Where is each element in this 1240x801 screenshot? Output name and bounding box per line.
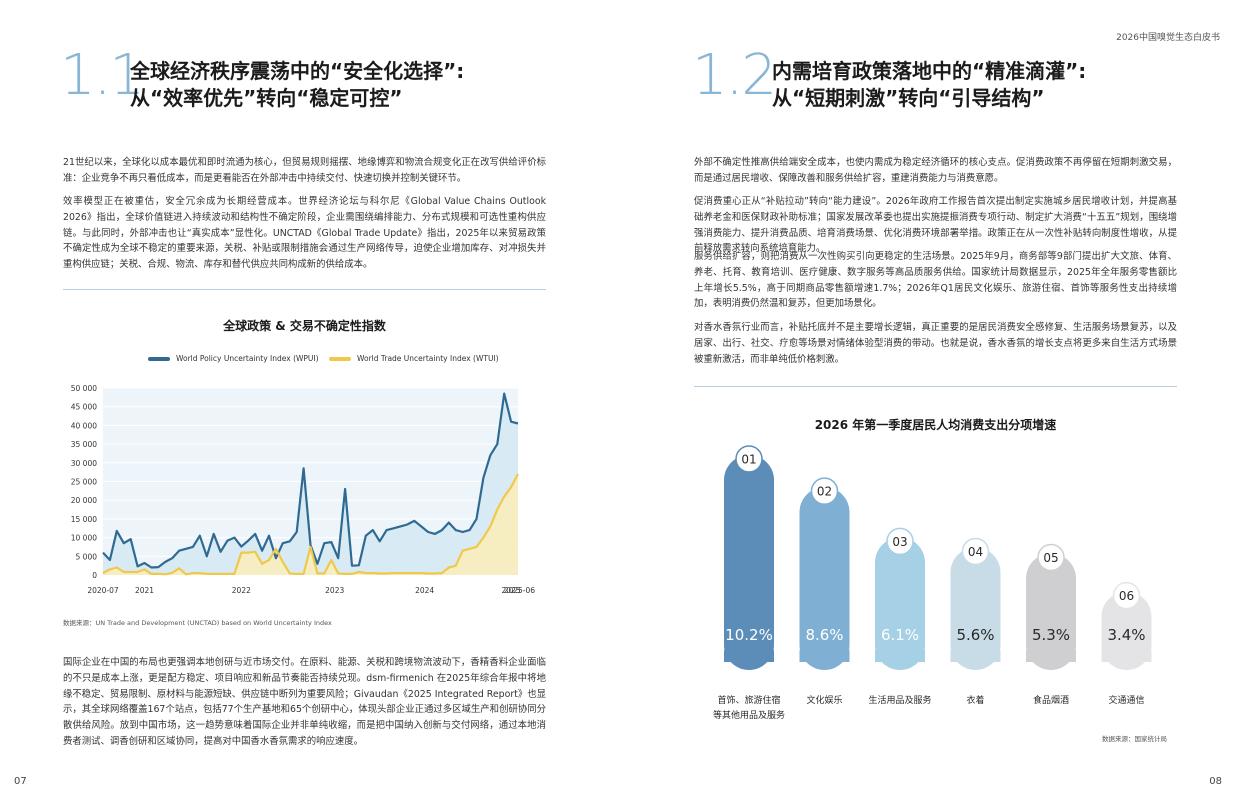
series-line [102, 392, 519, 569]
y-tick-label: 15 000 [71, 515, 97, 524]
category-label: 生活用品及服务 [868, 694, 931, 706]
divider [63, 289, 546, 290]
section-title-line2: 从“短期刺激”转向“引导结构” [772, 86, 1045, 110]
y-tick-label: 25 000 [71, 478, 97, 487]
page-number: 07 [14, 776, 27, 787]
capsule-number: 05 [1043, 551, 1058, 565]
chart-title: 全球政策 & 交易不确定性指数 [223, 319, 386, 333]
body-paragraph: 国际企业在中国的布局也更强调本地创研与近市场交付。在原料、能源、关税和跨境物流波… [63, 657, 546, 747]
capsule-bar [1026, 553, 1076, 670]
capsule-number-badge [1112, 581, 1141, 610]
x-tick-label: 2025-06 [504, 586, 536, 595]
capsule-base [724, 650, 774, 662]
series-area [103, 474, 518, 575]
y-tick-label: 40 000 [71, 421, 97, 430]
capsule-number: 01 [741, 453, 756, 467]
value-label: 8.6% [805, 626, 843, 644]
y-tick-label: 5 000 [76, 552, 98, 561]
value-label: 10.2% [725, 626, 773, 644]
chart-source: 数据来源：国家统计局 [1102, 735, 1167, 743]
y-tick-label: 35 000 [71, 440, 97, 449]
capsule-number: 02 [817, 485, 832, 499]
category-label: 食品烟酒 [1033, 694, 1069, 706]
capsule-base [950, 650, 1001, 662]
right-page: 2026中国嗅觉生态白皮书 1.2 内需培育政策落地中的“精准滴灌”: 从“短期… [620, 0, 1240, 801]
section-title: 内需培育政策落地中的“精准滴灌”: 从“短期刺激”转向“引导结构” [772, 58, 1086, 112]
body-paragraph: 服务供给扩容，则把消费从一次性购买引向更稳定的生活场景。2025年9月，商务部等… [694, 251, 1177, 310]
capsule-number-badge [810, 477, 839, 505]
body-paragraph: 效率模型正在被重估，安全冗余成为长期经营成本。世界经济论坛与科尔尼《Global… [63, 196, 546, 271]
capsule-number-badge [735, 445, 763, 473]
body-paragraph: 促消费重心正从“补贴拉动”转向“能力建设”。2026年政府工作报告首次提出制定实… [694, 196, 1177, 255]
category-label: 文化娱乐 [806, 694, 842, 706]
y-tick-label: 0 [92, 571, 97, 580]
legend-label: World Trade Uncertainty Index (WTUI) [357, 354, 499, 363]
y-tick-label: 45 000 [71, 403, 97, 412]
capsule-bar [950, 547, 1001, 670]
y-tick-label: 10 000 [71, 534, 97, 543]
uncertainty-chart: 0 5 000 10 000 15 000 20 000 25 000 30 000 35 0… [71, 384, 536, 595]
section-title: 全球经济秩序震荡中的“安全化选择”: 从“效率优先”转向“稳定可控” [130, 58, 464, 112]
section-title-line1: 内需培育政策落地中的“精准滴灌”: [772, 59, 1087, 83]
capsule-number: 03 [892, 535, 907, 549]
y-tick-label: 20 000 [71, 496, 97, 505]
chart-source: 数据来源：UN Trade and Development (UNCTAD) b… [63, 619, 332, 627]
category-label: 等其他用品及服务 [713, 709, 785, 721]
capsule-number-badge [1037, 543, 1065, 572]
page-number: 08 [1209, 776, 1222, 787]
category-label: 交通通信 [1108, 694, 1144, 706]
capsule-base [1101, 650, 1152, 662]
series-line [102, 473, 519, 576]
intro-paragraph: 外部不确定性推高供给端安全成本，也使内需成为稳定经济循环的核心支点。促消费政策不… [694, 157, 1177, 184]
value-label: 5.6% [956, 626, 994, 644]
section-title-line2: 从“效率优先”转向“稳定可控” [130, 86, 403, 110]
capsule-number-badge [961, 537, 990, 566]
capsule-base [1026, 650, 1076, 662]
category-label: 衣着 [966, 694, 984, 706]
capsule-base [875, 650, 925, 662]
category-label: 首饰、旅游住宿 [717, 694, 780, 706]
legend-swatch [148, 356, 170, 361]
capsule-number: 06 [1119, 589, 1134, 603]
intro-paragraph: 21世纪以来，全球化以成本最优和即时流通为核心，但贸易规则摇摆、地缘博弈和物流合… [63, 157, 546, 184]
x-tick-label: 2023 [325, 586, 344, 595]
value-label: 3.4% [1107, 626, 1145, 644]
x-tick-label: 2020-07 [87, 586, 119, 595]
y-tick-label: 50 000 [71, 384, 97, 393]
y-tick-label: 30 000 [71, 459, 97, 468]
x-tick-label: 2021 [135, 586, 154, 595]
capsule-number: 04 [968, 545, 983, 559]
value-label: 5.3% [1032, 626, 1070, 644]
value-label: 6.1% [881, 626, 919, 644]
section-title-line1: 全球经济秩序震荡中的“安全化选择”: [130, 59, 465, 83]
left-page: 1.1 全球经济秩序震荡中的“安全化选择”: 从“效率优先”转向“稳定可控” 2… [14, 43, 546, 787]
capsule-bar [799, 487, 850, 670]
legend-wtui: World Trade Uncertainty Index (WTUI) [329, 354, 499, 363]
x-tick-label: 2024 [415, 586, 434, 595]
capsule-bar [724, 455, 774, 670]
capsule-bar [875, 537, 925, 670]
divider [694, 386, 1177, 387]
legend-wpui: World Policy Uncertainty Index (WPUI) [148, 354, 319, 363]
series-area [103, 393, 518, 575]
x-tick-label: 2025 [502, 586, 521, 595]
publication-title: 2026中国嗅觉生态白皮书 [1116, 33, 1220, 43]
capsule-base [799, 650, 850, 662]
body-paragraph: 对香水香氛行业而言，补贴托底并不是主要增长逻辑，真正重要的是居民消费安全感修复、… [694, 322, 1177, 365]
section-number: 1.1 [60, 43, 145, 108]
legend-swatch [329, 356, 351, 361]
section-number: 1.2 [692, 43, 777, 108]
legend-label: World Policy Uncertainty Index (WPUI) [176, 354, 319, 363]
chart-title: 2026 年第一季度居民人均消费支出分项增速 [814, 418, 1057, 432]
x-tick-label: 2022 [232, 586, 251, 595]
capsule-number-badge [886, 527, 914, 556]
